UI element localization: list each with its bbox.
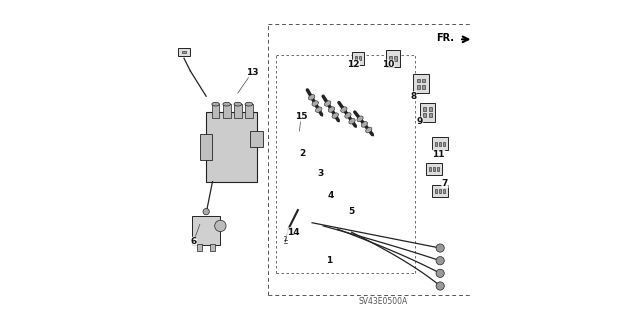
Ellipse shape	[312, 101, 319, 106]
Bar	[417, 78, 420, 82]
Bar	[443, 142, 445, 145]
Bar	[386, 50, 400, 67]
Bar	[389, 56, 392, 61]
Bar	[413, 74, 429, 93]
Bar	[245, 104, 253, 118]
Text: 10: 10	[382, 60, 394, 69]
Bar	[234, 104, 241, 118]
Text: 13: 13	[246, 68, 259, 77]
Bar	[422, 85, 426, 89]
Text: SV43E0500A: SV43E0500A	[358, 297, 408, 306]
Bar	[420, 103, 435, 122]
Bar	[436, 167, 439, 171]
Bar	[443, 189, 445, 193]
Bar	[223, 104, 230, 118]
Bar	[192, 216, 220, 245]
Ellipse shape	[316, 107, 322, 112]
Ellipse shape	[349, 118, 355, 124]
Bar	[179, 48, 189, 56]
Ellipse shape	[308, 95, 315, 100]
Bar	[423, 107, 426, 111]
Bar	[432, 137, 448, 150]
Circle shape	[214, 220, 226, 232]
Text: 12: 12	[347, 60, 360, 69]
Bar	[429, 107, 432, 111]
Text: 11: 11	[433, 150, 445, 159]
Bar	[417, 85, 420, 89]
Bar	[250, 131, 263, 147]
Bar	[394, 56, 397, 61]
Ellipse shape	[340, 107, 347, 112]
Ellipse shape	[345, 113, 351, 118]
Text: 9: 9	[417, 117, 423, 126]
Bar	[426, 163, 442, 175]
Ellipse shape	[332, 113, 339, 118]
Bar	[351, 52, 364, 65]
Ellipse shape	[245, 102, 253, 106]
Text: 8: 8	[410, 92, 417, 101]
Ellipse shape	[234, 102, 241, 106]
Text: 6: 6	[190, 237, 196, 246]
Bar	[439, 142, 442, 145]
Bar	[212, 104, 220, 118]
Text: 4: 4	[328, 191, 334, 200]
Bar	[433, 167, 435, 171]
Ellipse shape	[212, 102, 220, 106]
Circle shape	[436, 282, 444, 290]
Text: 7: 7	[442, 179, 448, 188]
Ellipse shape	[324, 101, 331, 106]
Circle shape	[436, 269, 444, 278]
Ellipse shape	[362, 122, 367, 127]
Bar	[206, 112, 257, 182]
Bar	[359, 56, 362, 60]
Bar	[182, 51, 186, 53]
Text: 15: 15	[295, 112, 307, 121]
Text: 2: 2	[300, 149, 306, 158]
Bar	[200, 134, 212, 160]
Bar	[429, 167, 431, 171]
Text: 14: 14	[287, 228, 300, 237]
Circle shape	[203, 209, 209, 215]
Ellipse shape	[357, 116, 363, 122]
Bar	[429, 113, 432, 117]
Circle shape	[436, 244, 444, 252]
Bar	[423, 113, 426, 117]
Text: 3: 3	[317, 169, 323, 178]
Bar	[432, 185, 448, 197]
Circle shape	[436, 256, 444, 265]
Bar	[197, 244, 202, 251]
Bar	[439, 189, 442, 193]
Text: 5: 5	[349, 207, 355, 216]
Bar	[355, 56, 357, 60]
Text: 1: 1	[326, 256, 333, 265]
Ellipse shape	[365, 127, 372, 133]
Ellipse shape	[223, 102, 230, 106]
Text: FR.: FR.	[436, 33, 454, 43]
Bar	[422, 78, 426, 82]
Bar	[210, 244, 215, 251]
Bar	[435, 189, 437, 193]
Bar	[435, 142, 437, 145]
Ellipse shape	[328, 107, 335, 112]
